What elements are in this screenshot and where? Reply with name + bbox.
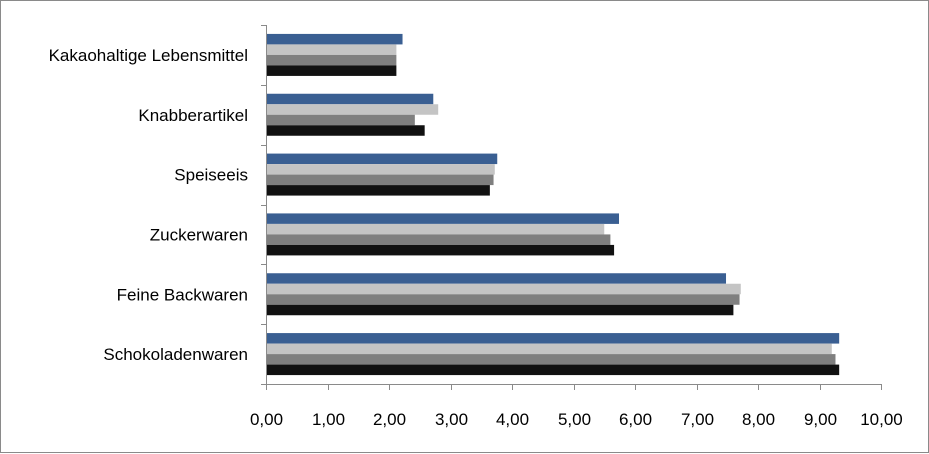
x-tick-label: 7,00 <box>681 410 714 429</box>
x-tick-label: 4,00 <box>496 410 529 429</box>
x-tick-label: 10,00 <box>860 410 903 429</box>
bar <box>267 185 490 196</box>
y-axis-ticks <box>261 25 266 385</box>
bar <box>267 273 727 284</box>
bar <box>267 304 734 316</box>
category-label: Speiseeis <box>174 166 248 185</box>
category-labels: Kakaohaltige Lebensmittel Knabberartikel S… <box>49 46 248 364</box>
x-tick-label: 6,00 <box>619 410 652 429</box>
x-tick-label: 2,00 <box>373 410 406 429</box>
category-label: Kakaohaltige Lebensmittel <box>49 46 248 65</box>
x-tick-label: 9,00 <box>804 410 837 429</box>
category-label: Feine Backwaren <box>117 285 248 304</box>
x-tick-labels: 0,00 1,00 2,00 3,00 4,00 5,00 6,00 7,00 8,00 9,00… <box>250 410 903 429</box>
bar <box>267 174 494 186</box>
bar <box>267 65 397 76</box>
x-tick-label: 1,00 <box>312 410 345 429</box>
x-tick-label: 5,00 <box>558 410 591 429</box>
bar <box>267 33 403 45</box>
category-label: Knabberartikel <box>138 106 248 125</box>
bar <box>267 125 425 136</box>
bar <box>267 333 840 344</box>
bar <box>267 93 434 105</box>
bar <box>267 234 611 245</box>
bar-series <box>267 33 840 376</box>
x-tick-label: 0,00 <box>250 410 283 429</box>
bar <box>267 294 740 305</box>
bar <box>267 104 439 115</box>
bar <box>267 244 615 256</box>
bar <box>267 354 836 365</box>
category-label: Zuckerwaren <box>150 225 248 244</box>
bar <box>267 114 415 126</box>
x-tick-label: 8,00 <box>742 410 775 429</box>
bar <box>267 364 840 376</box>
x-tick-label: 3,00 <box>435 410 468 429</box>
bar <box>267 343 832 355</box>
bar <box>267 223 605 235</box>
bar <box>267 153 498 165</box>
bar <box>267 283 741 295</box>
bar <box>267 213 620 224</box>
category-label: Schokoladenwaren <box>103 345 248 364</box>
bar <box>267 54 397 66</box>
bar <box>267 164 495 175</box>
bar <box>267 44 397 55</box>
x-axis-ticks <box>266 384 882 390</box>
